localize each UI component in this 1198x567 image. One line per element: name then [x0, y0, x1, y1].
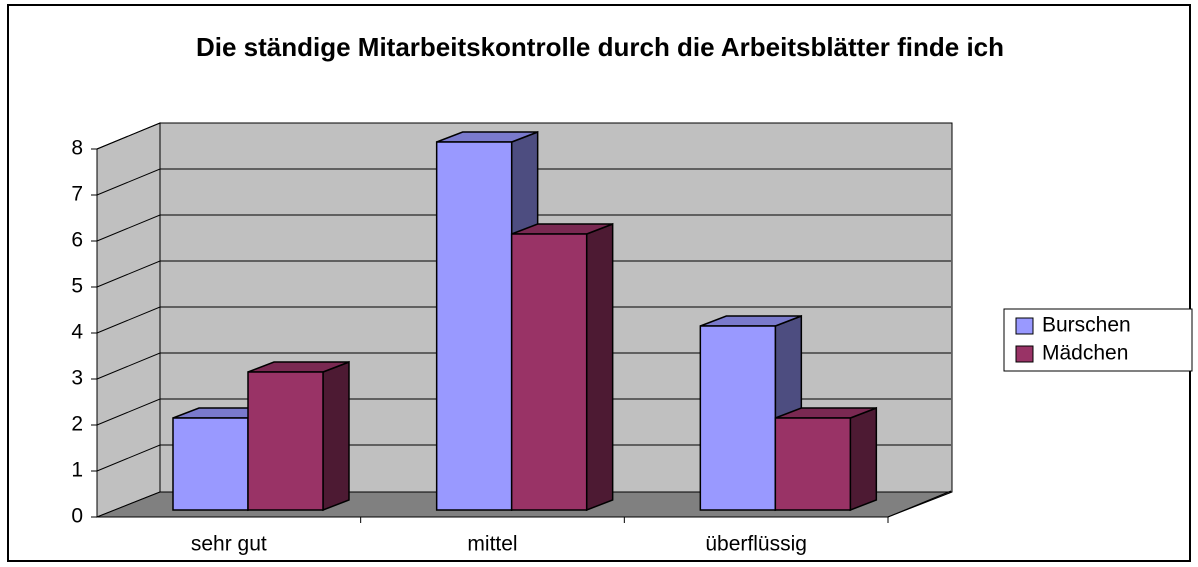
chart-title: Die ständige Mitarbeitskontrolle durch d… [195, 32, 1005, 62]
y-tick-label: 4 [71, 321, 83, 344]
x-tick-label: überflüssig [705, 533, 807, 556]
bar [510, 233, 588, 511]
y-tick-label: 8 [71, 137, 83, 160]
bar-side [585, 222, 614, 512]
legend-box [1003, 308, 1193, 372]
bar [774, 417, 852, 511]
grid-line [96, 444, 951, 472]
y-tick-label: 3 [71, 367, 83, 390]
y-tick-label: 1 [71, 459, 83, 482]
x-tick [887, 490, 952, 518]
bar [247, 371, 324, 511]
legend-swatch [1015, 345, 1034, 363]
x-tick-label: sehr gut [191, 533, 267, 556]
y-tick-label: 6 [71, 229, 83, 252]
grid-line [96, 168, 951, 196]
y-tick-label: 2 [71, 413, 83, 436]
bar [172, 417, 249, 511]
bar [699, 325, 777, 511]
y-tick-label: 0 [71, 505, 83, 528]
bar-side [849, 406, 878, 512]
grid-line [96, 306, 951, 334]
x-tick-label: mittel [467, 533, 517, 556]
grid-line [96, 260, 951, 288]
legend-swatch [1015, 317, 1034, 335]
grid-line [96, 214, 951, 242]
grid-line [96, 352, 951, 380]
bar [435, 141, 513, 511]
legend-label: Mädchen [1042, 342, 1128, 365]
grid-line [96, 398, 951, 426]
grid-line [96, 122, 951, 150]
y-tick-label: 7 [71, 183, 83, 206]
bar-side [322, 360, 350, 512]
legend-label: Burschen [1042, 314, 1131, 337]
y-tick-label: 5 [71, 275, 83, 298]
